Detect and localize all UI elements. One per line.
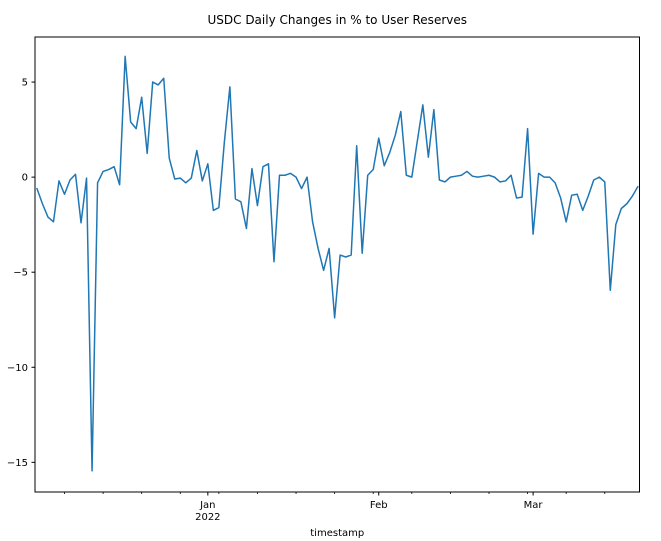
y-tick-label: 5 — [22, 78, 28, 89]
x-tick-sublabel-year: 2022 — [195, 512, 220, 523]
plot-background — [35, 37, 640, 492]
y-tick-label: −10 — [7, 363, 28, 374]
x-tick-label: Mar — [524, 500, 544, 511]
y-tick-label: −15 — [7, 458, 28, 469]
y-tick-label: −5 — [13, 268, 28, 279]
data-line — [36, 55, 639, 472]
x-axis-label: timestamp — [310, 528, 364, 539]
x-tick-label: Feb — [370, 500, 388, 511]
y-tick-label: 0 — [22, 173, 28, 184]
axes-frame — [34, 36, 640, 493]
x-tick-label: Jan — [199, 500, 215, 511]
chart-title: USDC Daily Changes in % to User Reserves — [207, 13, 467, 27]
